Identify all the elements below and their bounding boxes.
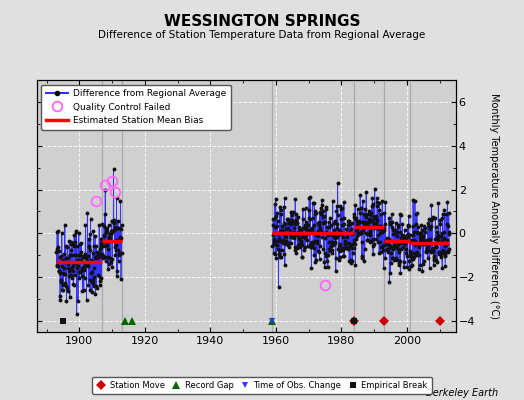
Y-axis label: Monthly Temperature Anomaly Difference (°C): Monthly Temperature Anomaly Difference (… — [489, 93, 499, 319]
Legend: Station Move, Record Gap, Time of Obs. Change, Empirical Break: Station Move, Record Gap, Time of Obs. C… — [92, 376, 432, 394]
Text: WESSINGTON SPRINGS: WESSINGTON SPRINGS — [163, 14, 361, 29]
Text: Difference of Station Temperature Data from Regional Average: Difference of Station Temperature Data f… — [99, 30, 425, 40]
Text: Berkeley Earth: Berkeley Earth — [425, 388, 498, 398]
Legend: Difference from Regional Average, Quality Control Failed, Estimated Station Mean: Difference from Regional Average, Qualit… — [41, 84, 231, 130]
